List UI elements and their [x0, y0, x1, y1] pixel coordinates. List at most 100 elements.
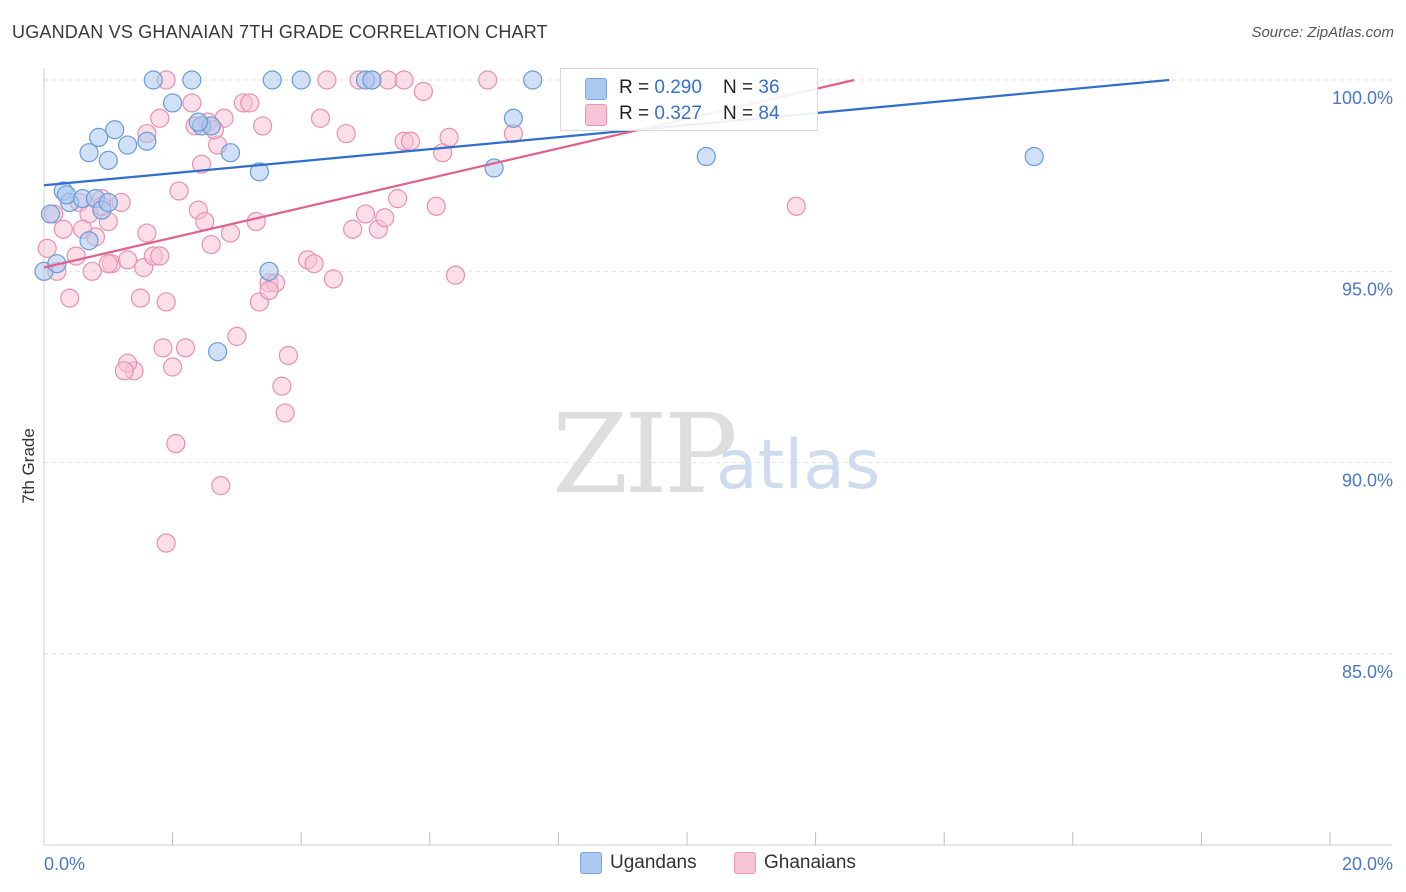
chart-title: UGANDAN VS GHANAIAN 7TH GRADE CORRELATIO… [12, 22, 548, 42]
ugandans-point [208, 342, 228, 362]
ghanaians-point [343, 219, 363, 239]
ghanaians-point [201, 234, 221, 255]
legend-swatch-ghanaians [585, 104, 607, 126]
ghanaians-point [246, 211, 266, 232]
legend-r-label: R = [619, 103, 655, 124]
legend-n-label: N = [723, 77, 759, 98]
ghanaians-point [98, 254, 118, 274]
ghanaians-point [394, 70, 414, 90]
ghanaians-point [130, 288, 151, 308]
ugandans-point [98, 192, 118, 213]
ghanaians-point [388, 189, 408, 209]
ghanaians-point [175, 338, 196, 358]
ghanaians-point [211, 476, 231, 496]
ugandans-point [182, 70, 202, 90]
ghanaians-point [163, 357, 183, 377]
legend-n-value: 84 [758, 103, 780, 124]
ghanaians-point [156, 292, 176, 312]
legend-r-value: 0.327 [654, 103, 702, 124]
ghanaians-point [82, 261, 102, 281]
legend-n-label: N = [723, 103, 759, 124]
legend-text-ghanaians: R = 0.327 N = 84 [619, 103, 780, 125]
ghanaians-point [37, 238, 57, 258]
legend-swatch-ugandans [585, 78, 607, 100]
ghanaians-point [375, 208, 395, 228]
ghanaians-point [166, 433, 186, 454]
ghanaians-point [439, 127, 459, 147]
legend-r-value: 0.290 [654, 77, 702, 98]
ghanaians-point [413, 81, 433, 102]
x-tick-label: 0.0% [44, 854, 85, 874]
ghanaians-point [426, 196, 446, 216]
y-tick-labels: 100.0% 95.0% 90.0% 85.0% [1332, 88, 1393, 682]
ugandans-point [188, 112, 208, 132]
ghanaians-point [317, 70, 337, 90]
x-tick-label: 20.0% [1342, 854, 1393, 874]
y-tick-label: 100.0% [1332, 88, 1393, 108]
ghanaians-point [150, 108, 170, 128]
ugandans-point [696, 146, 716, 167]
ghanaians-point [137, 223, 157, 243]
chart-source: Source: ZipAtlas.com [1251, 24, 1394, 41]
ghanaians-point [278, 345, 298, 366]
ugandans-point [56, 185, 77, 205]
ghanaians-point [156, 533, 176, 553]
ghanaians-point [323, 269, 343, 289]
ghanaians-point [400, 131, 421, 151]
legend-swatch-ghanaians [734, 852, 756, 874]
ghanaians-point [259, 280, 279, 301]
legend-n-value: 36 [758, 77, 780, 98]
ugandans-point [79, 231, 99, 251]
ugandans-point [291, 70, 311, 90]
ghanaians-point [114, 361, 134, 381]
ugandans-point [249, 162, 270, 182]
ugandans-point [262, 70, 282, 90]
ugandans-point [259, 261, 279, 281]
ugandans-point [117, 135, 138, 155]
ghanaians-point [169, 181, 189, 201]
ghanaians-point [275, 403, 295, 423]
ghanaians-point [153, 338, 173, 358]
correlation-legend: R = 0.290 N = 36 R = 0.327 N = 84 [560, 68, 818, 131]
ugandans-point [98, 150, 118, 170]
ghanaians-point [117, 250, 138, 270]
y-axis-label: 7th Grade [19, 428, 38, 504]
ugandans-point [220, 143, 241, 163]
ugandans-point [163, 93, 183, 113]
ugandans-trend-line [43, 78, 1170, 187]
ghanaians-point [786, 196, 806, 216]
ugandans-point [40, 204, 61, 224]
axes [43, 68, 1392, 846]
y-tick-label: 90.0% [1342, 471, 1393, 491]
ugandans-point [79, 143, 99, 163]
ugandans-points [34, 70, 1044, 362]
ugandans-point [89, 127, 109, 147]
ugandans-point [105, 120, 125, 140]
ghanaians-point [240, 93, 260, 113]
ugandans-point [362, 70, 382, 90]
ghanaians-point [182, 93, 202, 113]
ghanaians-point [53, 219, 73, 239]
watermark-atlas: atlas [716, 426, 880, 505]
ghanaians-point [478, 70, 498, 90]
legend-r-label: R = [619, 77, 655, 98]
ugandans-point [137, 131, 157, 151]
legend-swatch-ugandans [580, 852, 602, 874]
ugandans-point [523, 70, 543, 90]
watermark-zip: ZIP [552, 390, 735, 518]
ghanaians-point [310, 108, 331, 128]
ugandans-point [1024, 146, 1044, 167]
ghanaians-point [191, 154, 212, 174]
y-tick-label: 95.0% [1342, 279, 1393, 299]
ugandans-point [503, 108, 523, 128]
ghanaians-point [445, 265, 466, 285]
legend-label-ugandans: Ugandans [610, 852, 697, 873]
ghanaians-point [336, 123, 356, 144]
ghanaians-point [272, 376, 292, 396]
x-tick-labels: 0.0% 20.0% [44, 854, 1393, 874]
ghanaians-point [150, 246, 170, 266]
ghanaians-point [60, 288, 80, 308]
legend-text-ugandans: R = 0.290 N = 36 [619, 77, 780, 99]
ghanaians-point [355, 204, 376, 224]
